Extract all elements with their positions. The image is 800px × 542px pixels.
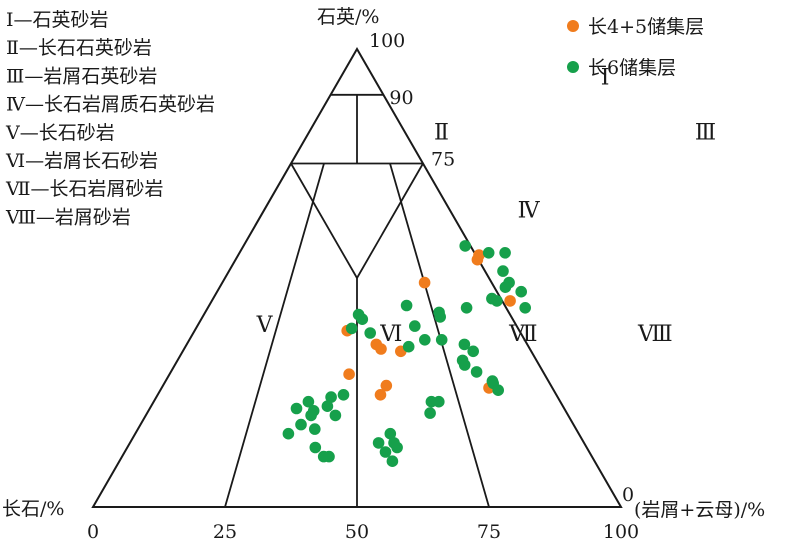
key-item: Ⅳ—长石岩屑质石英砂岩 — [6, 94, 215, 116]
point-chang6 — [409, 320, 421, 332]
tick-bottom-50: 50 — [345, 521, 369, 542]
point-chang6 — [435, 334, 448, 346]
classification-boundaries — [91, 46, 623, 508]
region-label: Ⅵ — [379, 321, 402, 346]
key-item: Ⅴ—长石砂岩 — [5, 122, 115, 144]
boundary-iv-right — [356, 163, 424, 279]
point-chang6 — [329, 409, 342, 422]
point-chang6 — [424, 407, 436, 419]
point-chang6 — [325, 391, 337, 403]
region-label: Ⅰ — [601, 64, 610, 89]
legend-label: 长6储集层 — [588, 57, 676, 79]
point-chang6 — [459, 240, 472, 252]
region-label: Ⅴ — [256, 312, 274, 337]
key-item: Ⅵ—岩屑长石砂岩 — [5, 150, 158, 172]
point-chang45 — [380, 379, 393, 392]
tick-bottom-0: 0 — [87, 521, 99, 542]
tick-bottom-75: 75 — [477, 521, 501, 542]
key-item: Ⅲ—岩屑石英砂岩 — [6, 65, 157, 87]
legend-marker — [567, 20, 579, 32]
point-chang6 — [458, 338, 471, 351]
point-chang45 — [343, 368, 355, 381]
tick-q90: 90 — [389, 87, 413, 109]
key-item: Ⅱ—长石石英砂岩 — [6, 37, 152, 59]
point-chang6 — [467, 345, 480, 358]
data-points — [282, 240, 531, 468]
point-chang6 — [400, 299, 413, 312]
tick-q75: 75 — [431, 149, 455, 171]
axis-title-feldspar: 长石/% — [2, 498, 64, 520]
point-chang6 — [364, 327, 377, 339]
key-item: Ⅷ—岩屑砂岩 — [5, 206, 131, 228]
point-chang45 — [374, 389, 387, 401]
point-chang45 — [471, 253, 484, 266]
point-chang6 — [323, 450, 335, 463]
key-item: Ⅶ—长石岩屑砂岩 — [5, 178, 164, 200]
point-chang6 — [321, 400, 334, 413]
point-chang6 — [433, 395, 445, 408]
region-label: Ⅶ — [508, 321, 537, 346]
classification-key: Ⅰ—石英砂岩 Ⅱ—长石石英砂岩 Ⅲ—岩屑石英砂岩 Ⅳ—长石岩屑质石英砂岩 Ⅴ—长石砂岩 Ⅵ… — [5, 9, 215, 228]
region-label: Ⅷ — [637, 321, 673, 346]
point-chang6 — [305, 409, 317, 422]
point-chang6 — [302, 395, 315, 408]
point-chang45 — [504, 295, 516, 307]
legend-marker — [567, 61, 579, 73]
point-chang6 — [356, 313, 369, 326]
tick-right-zero: 0 — [622, 484, 634, 506]
point-chang6 — [460, 302, 473, 314]
tick-bottom-25: 25 — [213, 521, 237, 542]
point-chang45 — [375, 343, 387, 355]
tick-bottom-100: 100 — [603, 521, 639, 542]
point-chang6 — [470, 366, 483, 378]
axis-title-quartz: 石英/% — [317, 6, 379, 28]
point-chang6 — [295, 418, 307, 431]
point-chang6 — [309, 423, 321, 435]
boundary-iv-left — [290, 163, 358, 279]
point-chang6 — [458, 359, 471, 371]
point-chang6 — [402, 340, 415, 353]
point-chang6 — [309, 441, 322, 454]
region-labels: Ⅰ Ⅱ Ⅲ Ⅳ Ⅴ Ⅵ Ⅶ Ⅷ — [256, 64, 716, 345]
point-chang45 — [418, 276, 431, 289]
axis-title-lithic: (岩屑+云母)/% — [634, 499, 765, 521]
point-chang6 — [345, 322, 358, 335]
point-chang6 — [515, 285, 527, 298]
boundary-v-vi — [224, 163, 325, 508]
point-chang6 — [419, 334, 431, 346]
point-chang6 — [379, 446, 392, 458]
tick-q100: 100 — [369, 30, 405, 52]
point-chang6 — [384, 427, 397, 440]
point-chang6 — [337, 389, 350, 401]
point-chang6 — [391, 441, 403, 454]
point-chang6 — [497, 265, 509, 277]
point-chang6 — [499, 247, 511, 259]
region-label: Ⅱ — [434, 119, 449, 144]
point-chang6 — [282, 427, 295, 440]
point-chang6 — [499, 281, 512, 294]
key-item: Ⅰ—石英砂岩 — [6, 9, 109, 31]
legend-label: 长4+5储集层 — [588, 16, 704, 38]
point-chang6 — [290, 402, 303, 415]
point-chang6 — [491, 295, 503, 307]
point-chang6 — [519, 302, 531, 314]
region-label: Ⅳ — [518, 197, 541, 222]
point-chang6 — [434, 311, 447, 323]
region-label: Ⅲ — [695, 119, 716, 144]
point-chang6 — [386, 455, 399, 468]
point-chang6 — [492, 384, 505, 397]
point-chang6 — [482, 247, 495, 259]
point-chang6 — [372, 437, 385, 449]
